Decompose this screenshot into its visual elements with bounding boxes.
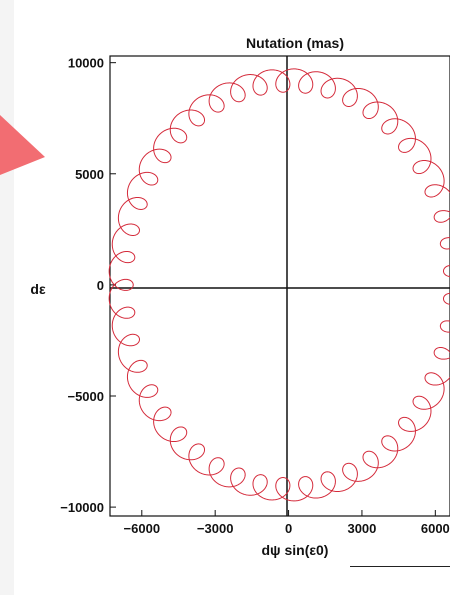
y-axis-label: dε (30, 281, 46, 297)
chart-title: Nutation (mas) (246, 35, 344, 51)
x-tick-label: −6000 (124, 521, 161, 536)
x-tick-label: 3000 (347, 521, 376, 536)
y-tick-label: 5000 (75, 167, 104, 182)
y-tick-label: −5000 (67, 389, 104, 404)
y-tick-label: −10000 (60, 500, 104, 515)
x-tick-label: 0 (285, 521, 292, 536)
plot-frame (109, 55, 450, 517)
pointer-arrow-icon (0, 115, 45, 175)
chart-panel (14, 0, 450, 595)
y-tick-label: 0 (97, 278, 104, 293)
y-axis-ticks: 10000 5000 0 −5000 −10000 (60, 56, 116, 515)
x-axis-label: dψ sin(ε0) (262, 542, 329, 558)
x-tick-label: −3000 (197, 521, 234, 536)
y-tick-label: 10000 (68, 56, 104, 71)
x-axis-ticks: −6000 −3000 0 3000 6000 (124, 510, 450, 536)
nutation-curve-series (108, 68, 450, 502)
divider-line (350, 566, 450, 567)
x-tick-label: 6000 (421, 521, 450, 536)
